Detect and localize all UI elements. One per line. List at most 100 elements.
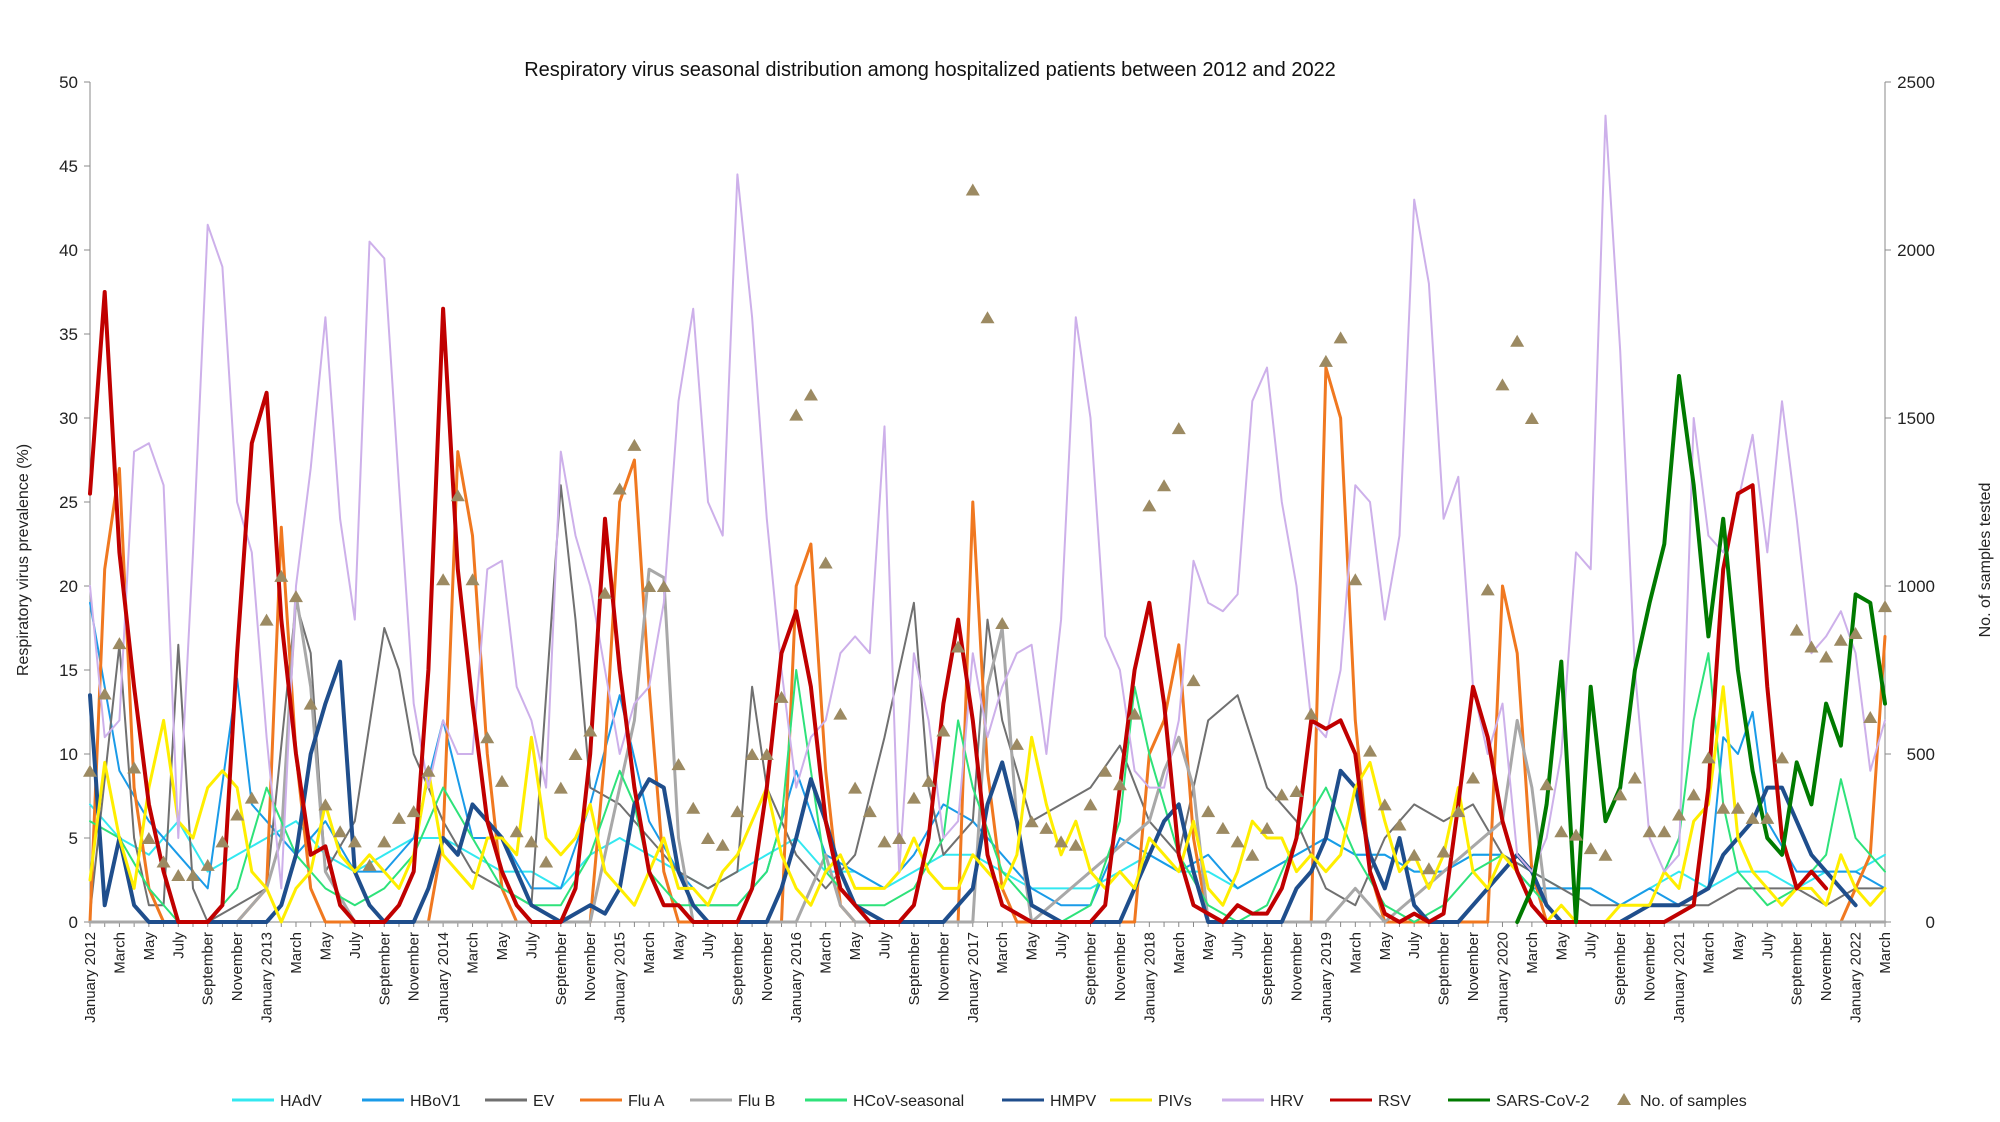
sample-count-marker [1833, 633, 1848, 646]
sample-count-marker [936, 724, 951, 737]
x-tick-label: March [1171, 932, 1188, 974]
x-tick-label: January 2012 [82, 932, 99, 1023]
sample-count-marker [583, 724, 598, 737]
legend-swatch-triangle [1617, 1093, 1631, 1105]
sample-count-marker [1318, 354, 1333, 367]
sample-count-marker [965, 183, 980, 196]
sample-count-marker [127, 761, 142, 774]
sample-count-marker [686, 801, 701, 814]
sample-count-marker [1024, 815, 1039, 828]
x-tick-label: November [229, 932, 246, 1001]
y-axis-label: Respiratory virus prevalence (%) [15, 444, 32, 676]
x-tick-label: July [1759, 932, 1776, 959]
x-tick-label: July [347, 932, 364, 959]
legend-label: HAdV [280, 1093, 322, 1110]
sample-count-marker [1466, 771, 1481, 784]
legend-label: SARS-CoV-2 [1496, 1093, 1589, 1110]
sample-count-marker [1730, 801, 1745, 814]
sample-count-marker [833, 707, 848, 720]
sample-count-marker [1495, 378, 1510, 391]
sample-count-marker [1701, 751, 1716, 764]
x-tick-label: January 2017 [965, 932, 982, 1023]
legend-label: Flu A [628, 1093, 665, 1110]
sample-count-marker [1480, 583, 1495, 596]
x-tick-label: November [1288, 932, 1305, 1001]
sample-count-marker [1215, 821, 1230, 834]
sample-count-marker [1068, 838, 1083, 851]
y2-tick-label: 1500 [1897, 409, 1935, 428]
sample-count-marker [1304, 707, 1319, 720]
chart-title: Respiratory virus seasonal distribution … [524, 59, 1336, 81]
x-tick-label: March [465, 932, 482, 974]
sample-count-marker [274, 569, 289, 582]
sample-count-marker [921, 774, 936, 787]
sample-count-marker [671, 758, 686, 771]
sample-count-marker [1716, 801, 1731, 814]
x-tick-label: January 2014 [435, 932, 452, 1023]
x-tick-label: July [1583, 932, 1600, 959]
y-tick-label: 25 [59, 493, 78, 512]
x-tick-label: January 2022 [1848, 932, 1865, 1023]
x-tick-label: July [523, 932, 540, 959]
x-tick-label: January 2015 [612, 932, 629, 1023]
x-tick-label: March [111, 932, 128, 974]
sample-count-marker [141, 832, 156, 844]
sample-count-marker [951, 640, 966, 653]
sample-count-marker [450, 489, 465, 502]
sample-count-marker [568, 748, 583, 760]
sample-count-marker [1274, 788, 1289, 801]
sample-count-marker [1186, 674, 1201, 687]
x-tick-label: November [1112, 932, 1129, 1001]
x-tick-label: September [553, 932, 570, 1005]
legend-label: EV [533, 1093, 555, 1110]
x-tick-label: January 2021 [1671, 932, 1688, 1023]
x-tick-label: May [141, 932, 158, 961]
sample-count-marker [597, 586, 612, 599]
y2-tick-label: 2000 [1897, 241, 1935, 260]
x-tick-label: July [877, 932, 894, 959]
y-tick-label: 30 [59, 409, 78, 428]
x-tick-label: March [1877, 932, 1894, 974]
sample-count-marker [700, 832, 715, 844]
sample-count-marker [539, 855, 554, 868]
sample-count-marker [980, 311, 995, 324]
legend-label: HBoV1 [410, 1093, 461, 1110]
x-tick-label: November [759, 932, 776, 1001]
x-tick-label: November [1818, 932, 1835, 1001]
sample-count-marker [1554, 825, 1569, 838]
sample-count-marker [1657, 825, 1672, 838]
x-tick-label: May [671, 932, 688, 961]
x-tick-label: May [494, 932, 511, 961]
sample-count-marker [612, 482, 627, 495]
sample-count-marker [1098, 764, 1113, 777]
x-tick-label: May [1553, 932, 1570, 961]
x-tick-label: March [1700, 932, 1717, 974]
y-tick-label: 0 [69, 913, 78, 932]
x-tick-label: May [1024, 932, 1041, 961]
sample-count-marker [715, 838, 730, 851]
sample-count-marker [244, 791, 259, 804]
x-tick-label: September [1612, 932, 1629, 1005]
sample-count-marker [1039, 821, 1054, 834]
sample-count-marker [1863, 711, 1878, 724]
sample-count-marker [112, 637, 127, 650]
sample-count-marker [465, 573, 480, 586]
x-tick-label: November [1642, 932, 1659, 1001]
x-tick-label: March [994, 932, 1011, 974]
sample-count-marker [200, 858, 215, 871]
x-tick-label: July [1053, 932, 1070, 959]
legend: HAdV HBoV1 EV Flu A Flu B HCoV-seasonal HMPV PI… [232, 1093, 1747, 1110]
x-tick-label: September [1436, 932, 1453, 1005]
sample-count-marker [156, 855, 171, 868]
sample-count-marker [1583, 842, 1598, 855]
x-tick-label: September [1259, 932, 1276, 1005]
sample-count-marker [1112, 778, 1127, 791]
sample-count-marker [377, 835, 392, 848]
sample-count-marker [1392, 818, 1407, 831]
sample-count-marker [406, 805, 421, 818]
sample-count-marker [1819, 650, 1834, 663]
sample-count-marker [1775, 751, 1790, 764]
sample-count-marker [362, 858, 377, 871]
sample-count-marker [862, 805, 877, 818]
sample-count-marker [97, 687, 112, 700]
